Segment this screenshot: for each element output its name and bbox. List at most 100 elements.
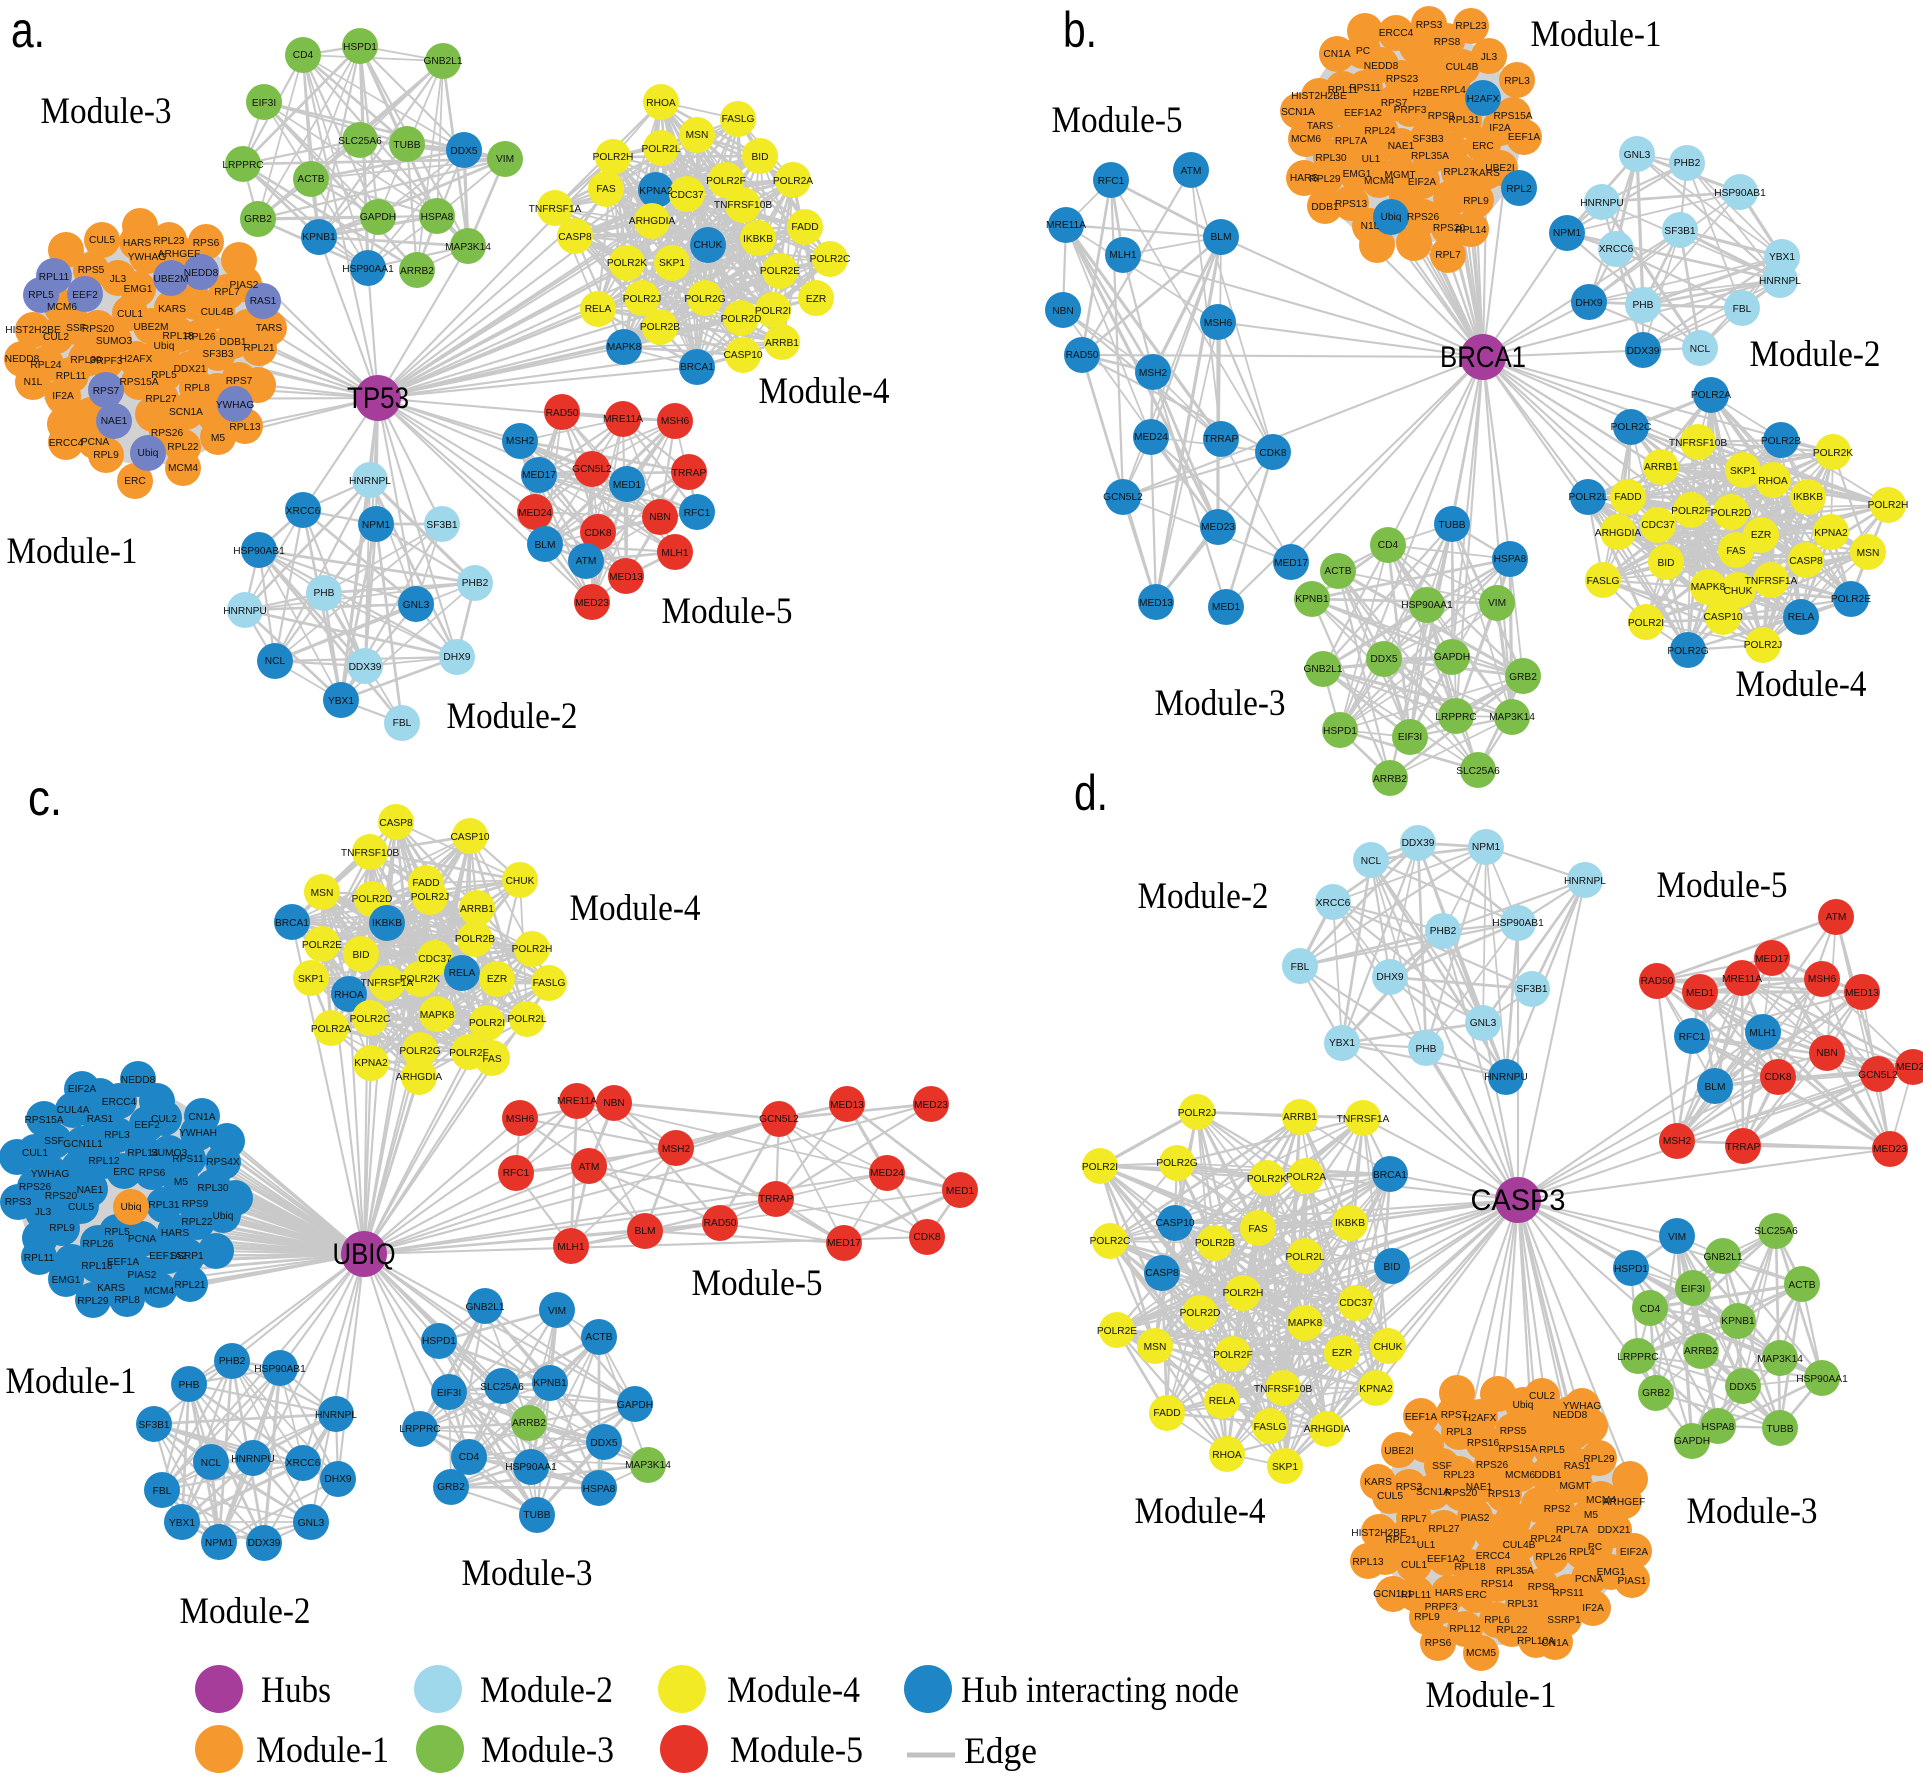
svg-text:RFC1: RFC1 — [1098, 176, 1125, 187]
svg-text:POLR2H: POLR2H — [512, 944, 553, 955]
svg-text:CUL2: CUL2 — [43, 332, 69, 343]
svg-text:EMG1: EMG1 — [52, 1275, 81, 1286]
svg-text:M5: M5 — [1584, 1510, 1598, 1521]
svg-text:RPS15A: RPS15A — [1493, 111, 1532, 122]
svg-text:RPL10A: RPL10A — [1517, 1636, 1555, 1647]
svg-text:VIM: VIM — [496, 154, 514, 165]
svg-text:NEDD8: NEDD8 — [184, 268, 219, 279]
svg-text:HIST2H2BE: HIST2H2BE — [1291, 91, 1347, 102]
svg-text:RPS8: RPS8 — [1434, 37, 1461, 48]
svg-text:PHB: PHB — [1633, 300, 1654, 311]
svg-text:RPS7: RPS7 — [1381, 98, 1408, 109]
svg-text:HSPA8: HSPA8 — [583, 1484, 616, 1495]
svg-text:GNL3: GNL3 — [1624, 150, 1651, 161]
svg-text:NEDD8: NEDD8 — [121, 1075, 156, 1086]
svg-text:MSH2: MSH2 — [662, 1144, 691, 1155]
svg-text:EEF1A: EEF1A — [107, 1257, 139, 1268]
svg-text:RPL9: RPL9 — [93, 450, 119, 461]
svg-text:RPL7: RPL7 — [1401, 1514, 1427, 1525]
svg-text:MSH2: MSH2 — [506, 436, 535, 447]
svg-text:FASLG: FASLG — [1254, 1422, 1287, 1433]
svg-text:CHUK: CHUK — [1724, 586, 1753, 597]
svg-text:CUL2: CUL2 — [1529, 1391, 1555, 1402]
svg-text:POLR2C: POLR2C — [810, 254, 851, 265]
svg-text:Module-1: Module-1 — [1531, 14, 1662, 55]
svg-text:GAPDH: GAPDH — [1674, 1436, 1710, 1447]
svg-text:SKP1: SKP1 — [659, 258, 685, 269]
svg-text:ARRB1: ARRB1 — [1283, 1112, 1317, 1123]
svg-text:EEF2: EEF2 — [72, 290, 98, 301]
svg-text:CASP10: CASP10 — [723, 350, 762, 361]
svg-text:FBL: FBL — [1291, 962, 1310, 973]
svg-text:YBX1: YBX1 — [328, 696, 354, 707]
svg-text:GAPDH: GAPDH — [360, 212, 396, 223]
svg-text:ACTB: ACTB — [1788, 1280, 1815, 1291]
svg-text:PRPF3: PRPF3 — [90, 356, 123, 367]
svg-text:POLR2C: POLR2C — [350, 1014, 391, 1025]
svg-text:IKBKB: IKBKB — [743, 234, 773, 245]
svg-text:FADD: FADD — [412, 878, 439, 889]
svg-text:CHUK: CHUK — [506, 876, 535, 887]
svg-text:KPNB1: KPNB1 — [533, 1378, 567, 1389]
svg-text:MAPK8: MAPK8 — [1691, 582, 1726, 593]
svg-text:RPL6: RPL6 — [1484, 1615, 1510, 1626]
svg-text:RPL21: RPL21 — [174, 1280, 205, 1291]
svg-text:c.: c. — [28, 770, 62, 826]
svg-text:POLR2C: POLR2C — [1611, 422, 1652, 433]
svg-text:MED23: MED23 — [1873, 1144, 1907, 1155]
svg-text:CN1A: CN1A — [188, 1112, 215, 1123]
svg-text:H2BE: H2BE — [1413, 88, 1440, 99]
svg-text:RAD50: RAD50 — [704, 1218, 737, 1229]
svg-text:Ubiq: Ubiq — [213, 1211, 234, 1222]
svg-text:NAE1: NAE1 — [77, 1185, 104, 1196]
svg-text:SKP1: SKP1 — [298, 974, 324, 985]
svg-text:DDX5: DDX5 — [450, 146, 478, 157]
svg-text:POLR2E: POLR2E — [760, 266, 800, 277]
svg-text:LRPPRC: LRPPRC — [399, 1424, 440, 1435]
svg-text:CASP3: CASP3 — [1471, 1184, 1566, 1217]
svg-text:N1L: N1L — [24, 377, 43, 388]
svg-text:GNL3: GNL3 — [403, 600, 430, 611]
svg-text:PIAS2: PIAS2 — [230, 280, 259, 291]
svg-text:POLR2A: POLR2A — [1286, 1172, 1326, 1183]
svg-text:CUL1: CUL1 — [22, 1148, 48, 1159]
svg-text:Module-3: Module-3 — [481, 1730, 614, 1771]
svg-text:XRCC6: XRCC6 — [1316, 898, 1351, 909]
svg-text:MRE11A: MRE11A — [1046, 220, 1086, 231]
svg-text:YBX1: YBX1 — [1769, 252, 1795, 263]
svg-text:ERC: ERC — [1465, 1590, 1487, 1601]
svg-text:RPL30: RPL30 — [1315, 153, 1346, 164]
svg-text:BLM: BLM — [535, 540, 556, 551]
svg-text:RPL23: RPL23 — [153, 236, 184, 247]
svg-text:MGMT: MGMT — [1384, 170, 1415, 181]
svg-text:POLR2F: POLR2F — [1671, 506, 1711, 517]
svg-text:CUL4B: CUL4B — [201, 307, 234, 318]
svg-text:NPM1: NPM1 — [1472, 842, 1501, 853]
svg-text:RHOA: RHOA — [646, 98, 676, 109]
svg-text:POLR2B: POLR2B — [1195, 1238, 1235, 1249]
svg-text:RELA: RELA — [1209, 1396, 1236, 1407]
svg-text:HSP90AB1: HSP90AB1 — [233, 546, 285, 557]
svg-text:EIF2A: EIF2A — [68, 1084, 97, 1095]
svg-text:EEF1A2: EEF1A2 — [1427, 1554, 1465, 1565]
svg-text:CN1A: CN1A — [1323, 49, 1350, 60]
svg-text:FADD: FADD — [791, 222, 818, 233]
svg-text:MRE11A: MRE11A — [557, 1096, 597, 1107]
svg-text:NCL: NCL — [1690, 344, 1711, 355]
svg-text:Module-1: Module-1 — [6, 1361, 137, 1402]
svg-text:BLM: BLM — [1211, 232, 1232, 243]
svg-text:XRCC6: XRCC6 — [286, 506, 321, 517]
svg-text:POLR2H: POLR2H — [1868, 500, 1909, 511]
svg-text:RPL18: RPL18 — [81, 1261, 112, 1272]
svg-text:DHX9: DHX9 — [1376, 972, 1404, 983]
svg-text:KPNB1: KPNB1 — [302, 232, 336, 243]
svg-text:UL1: UL1 — [1362, 154, 1381, 165]
svg-text:RPS2: RPS2 — [1544, 1504, 1571, 1515]
svg-text:GNB2L1: GNB2L1 — [1303, 664, 1342, 675]
svg-text:Module-5: Module-5 — [730, 1730, 863, 1771]
svg-text:RPL11: RPL11 — [1328, 85, 1359, 96]
svg-text:YBX1: YBX1 — [169, 1518, 195, 1529]
svg-text:ARRB2: ARRB2 — [400, 266, 434, 277]
svg-text:MLH1: MLH1 — [1749, 1028, 1777, 1039]
svg-text:EIF3I: EIF3I — [1681, 1284, 1705, 1295]
